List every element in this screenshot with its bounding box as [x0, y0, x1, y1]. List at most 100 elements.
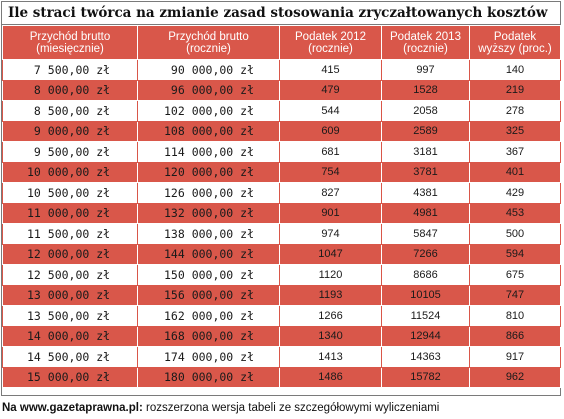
table-row: 13 500,00 zł 162 000,00 zł 1266 11524 810	[2, 305, 561, 327]
table-row: 15 000,00 zł 180 000,00 zł 1486 15782 962	[2, 366, 561, 388]
cell-yearly-gross: 138 000,00 zł	[137, 223, 280, 245]
table-row: 12 000,00 zł 144 000,00 zł 1047 7266 594	[2, 243, 561, 265]
cell-yearly-gross: 168 000,00 zł	[137, 325, 280, 347]
cell-tax-2013: 2589	[381, 120, 470, 142]
cell-tax-increase: 367	[469, 141, 561, 163]
cell-yearly-gross: 90 000,00 zł	[137, 59, 280, 81]
col-header-line: Podatek	[493, 30, 537, 43]
cell-yearly-gross: 114 000,00 zł	[137, 141, 280, 163]
cell-yearly-gross: 108 000,00 zł	[137, 120, 280, 142]
cell-tax-2013: 10105	[381, 284, 470, 306]
cell-tax-2012: 1340	[279, 325, 382, 347]
cell-yearly-gross: 120 000,00 zł	[137, 161, 280, 183]
source-link[interactable]: Na www.gazetaprawna.pl:	[2, 402, 143, 414]
source-footer: Na www.gazetaprawna.pl: rozszerzona wers…	[2, 399, 562, 417]
cell-tax-2013: 2058	[381, 100, 470, 122]
table-row: 10 500,00 zł 126 000,00 zł 827 4381 429	[2, 182, 561, 204]
cell-monthly-gross: 11 000,00 zł	[2, 202, 138, 224]
cell-tax-2013: 5847	[381, 223, 470, 245]
cell-tax-increase: 429	[469, 182, 561, 204]
cell-tax-2012: 901	[279, 202, 382, 224]
cell-tax-2013: 15782	[381, 366, 470, 388]
cell-monthly-gross: 8 500,00 zł	[2, 100, 138, 122]
col-header-line: (miesięcznie)	[36, 42, 104, 55]
cell-tax-increase: 453	[469, 202, 561, 224]
table-row: 8 500,00 zł 102 000,00 zł 544 2058 278	[2, 100, 561, 122]
cell-tax-2012: 974	[279, 223, 382, 245]
cell-tax-2013: 12944	[381, 325, 470, 347]
cell-tax-2013: 1528	[381, 79, 470, 101]
cell-yearly-gross: 144 000,00 zł	[137, 243, 280, 265]
table-row: 9 000,00 zł 108 000,00 zł 609 2589 325	[2, 120, 561, 142]
cell-yearly-gross: 102 000,00 zł	[137, 100, 280, 122]
cell-tax-increase: 917	[469, 346, 561, 368]
cell-monthly-gross: 13 000,00 zł	[2, 284, 138, 306]
cell-tax-2012: 1120	[279, 264, 382, 286]
col-header-tax-increase: Podatek wyższy (proc.)	[469, 25, 561, 60]
col-header-monthly: Przychód brutto (miesięcznie)	[2, 25, 138, 60]
cell-tax-increase: 401	[469, 161, 561, 183]
cell-tax-2013: 8686	[381, 264, 470, 286]
table-body: 7 500,00 zł 90 000,00 zł 415 997 140 8 000,…	[2, 59, 561, 388]
cell-tax-2012: 1047	[279, 243, 382, 265]
cell-tax-increase: 500	[469, 223, 561, 245]
cell-yearly-gross: 156 000,00 zł	[137, 284, 280, 306]
cell-monthly-gross: 10 000,00 zł	[2, 161, 138, 183]
cell-tax-increase: 219	[469, 79, 561, 101]
cell-monthly-gross: 12 000,00 zł	[2, 243, 138, 265]
infographic-table-frame: Ile straci twórca na zmianie zasad stoso…	[1, 1, 561, 396]
cell-yearly-gross: 126 000,00 zł	[137, 182, 280, 204]
cell-tax-increase: 278	[469, 100, 561, 122]
source-note: rozszerzona wersja tabeli ze szczegółowy…	[142, 402, 440, 414]
cell-tax-2013: 3781	[381, 161, 470, 183]
table-row: 14 000,00 zł 168 000,00 zł 1340 12944 866	[2, 325, 561, 347]
cell-monthly-gross: 10 500,00 zł	[2, 182, 138, 204]
cell-tax-2012: 1193	[279, 284, 382, 306]
cell-tax-2013: 11524	[381, 305, 470, 327]
cell-tax-2012: 1413	[279, 346, 382, 368]
cell-yearly-gross: 132 000,00 zł	[137, 202, 280, 224]
cell-tax-increase: 962	[469, 366, 561, 388]
col-header-line: Podatek 2013	[390, 30, 461, 43]
cell-yearly-gross: 180 000,00 zł	[137, 366, 280, 388]
table-row: 14 500,00 zł 174 000,00 zł 1413 14363 917	[2, 346, 561, 368]
cell-tax-increase: 675	[469, 264, 561, 286]
cell-tax-increase: 594	[469, 243, 561, 265]
tax-table: Przychód brutto (miesięcznie) Przychód b…	[2, 25, 561, 388]
table-row: 11 000,00 zł 132 000,00 zł 901 4981 453	[2, 202, 561, 224]
cell-monthly-gross: 14 000,00 zł	[2, 325, 138, 347]
cell-tax-2013: 997	[381, 59, 470, 81]
cell-tax-increase: 810	[469, 305, 561, 327]
cell-monthly-gross: 12 500,00 zł	[2, 264, 138, 286]
cell-tax-2013: 14363	[381, 346, 470, 368]
cell-yearly-gross: 174 000,00 zł	[137, 346, 280, 368]
cell-monthly-gross: 14 500,00 zł	[2, 346, 138, 368]
cell-tax-2012: 827	[279, 182, 382, 204]
col-header-line: (rocznie)	[308, 42, 353, 55]
cell-tax-2012: 415	[279, 59, 382, 81]
table-row: 8 000,00 zł 96 000,00 zł 479 1528 219	[2, 79, 561, 101]
col-header-line: Przychód brutto	[29, 30, 111, 43]
table-row: 11 500,00 zł 138 000,00 zł 974 5847 500	[2, 223, 561, 245]
cell-monthly-gross: 7 500,00 zł	[2, 59, 138, 81]
col-header-yearly: Przychód brutto (rocznie)	[137, 25, 280, 60]
cell-tax-increase: 747	[469, 284, 561, 306]
cell-tax-2012: 479	[279, 79, 382, 101]
cell-tax-increase: 140	[469, 59, 561, 81]
cell-yearly-gross: 162 000,00 zł	[137, 305, 280, 327]
col-header-line: Podatek 2012	[295, 30, 366, 43]
cell-yearly-gross: 96 000,00 zł	[137, 79, 280, 101]
col-header-line: (rocznie)	[403, 42, 448, 55]
table-row: 9 500,00 zł 114 000,00 zł 681 3181 367	[2, 141, 561, 163]
cell-tax-2012: 1486	[279, 366, 382, 388]
cell-tax-2012: 609	[279, 120, 382, 142]
col-header-line: Przychód brutto	[168, 30, 249, 43]
col-header-line: wyższy (proc.)	[478, 42, 552, 55]
cell-monthly-gross: 11 500,00 zł	[2, 223, 138, 245]
cell-tax-2012: 681	[279, 141, 382, 163]
cell-tax-2013: 4381	[381, 182, 470, 204]
col-header-tax-2012: Podatek 2012 (rocznie)	[279, 25, 382, 60]
col-header-line: (rocznie)	[186, 42, 231, 55]
cell-tax-2012: 1266	[279, 305, 382, 327]
cell-yearly-gross: 150 000,00 zł	[137, 264, 280, 286]
